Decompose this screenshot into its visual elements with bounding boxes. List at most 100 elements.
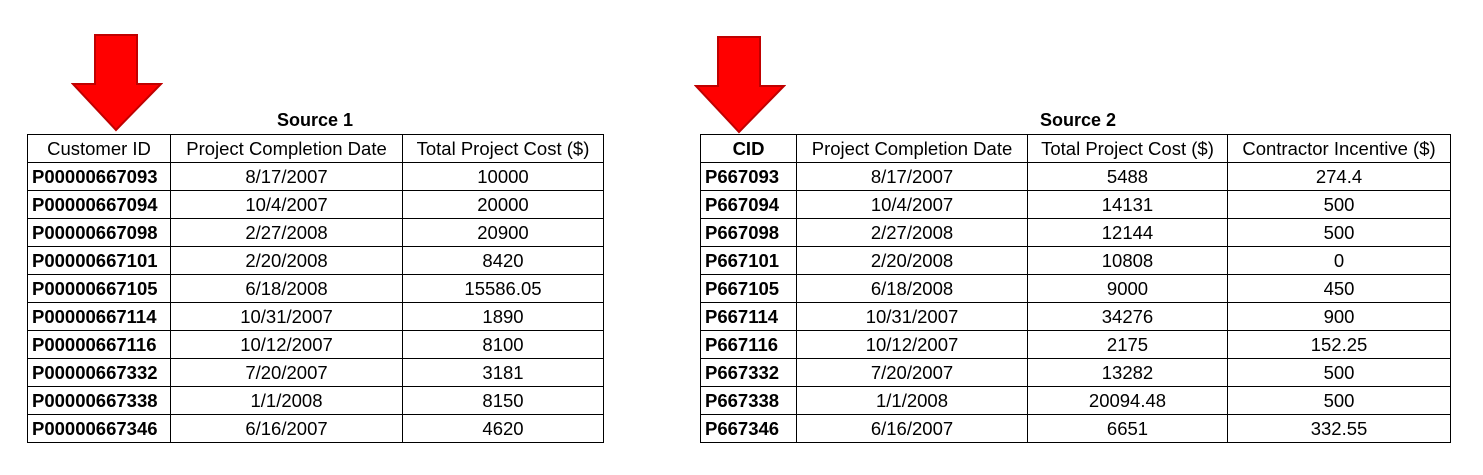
table-row: P667098 2/27/2008 12144 500 (700, 218, 1451, 247)
table-row: P667116 10/12/2007 2175 152.25 (700, 330, 1451, 359)
customer-id-cell: P00000667338 (27, 386, 171, 415)
customer-id-cell: P00000667101 (27, 246, 171, 275)
customer-id-cell: P00000667094 (27, 190, 171, 219)
table-row: P00000667105 6/18/2008 15586.05 (27, 274, 604, 303)
customer-id-cell: P00000667093 (27, 162, 171, 191)
contractor-incentive-cell: 500 (1227, 218, 1451, 247)
completion-date-cell: 6/16/2007 (170, 414, 403, 443)
cid-cell: P667116 (700, 330, 797, 359)
completion-date-cell: 2/27/2008 (796, 218, 1028, 247)
contractor-incentive-cell: 900 (1227, 302, 1451, 331)
completion-date-cell: 10/31/2007 (170, 302, 403, 331)
total-cost-cell: 8100 (402, 330, 604, 359)
completion-date-cell: 6/18/2008 (796, 274, 1028, 303)
total-cost-cell: 34276 (1027, 302, 1228, 331)
table-row: P667338 1/1/2008 20094.48 500 (700, 386, 1451, 415)
completion-date-cell: 10/31/2007 (796, 302, 1028, 331)
table-row: P667346 6/16/2007 6651 332.55 (700, 414, 1451, 443)
customer-id-cell: P00000667116 (27, 330, 171, 359)
column-header-total-cost: Total Project Cost ($) (402, 134, 604, 163)
total-cost-cell: 20900 (402, 218, 604, 247)
table-row: P00000667098 2/27/2008 20900 (27, 218, 604, 247)
customer-id-cell: P00000667098 (27, 218, 171, 247)
completion-date-cell: 7/20/2007 (170, 358, 403, 387)
total-cost-cell: 20094.48 (1027, 386, 1228, 415)
cid-cell: P667105 (700, 274, 797, 303)
total-cost-cell: 9000 (1027, 274, 1228, 303)
table-row: P667101 2/20/2008 10808 0 (700, 246, 1451, 275)
header-row: Customer ID Project Completion Date Tota… (27, 134, 604, 163)
customer-id-cell: P00000667105 (27, 274, 171, 303)
completion-date-cell: 6/16/2007 (796, 414, 1028, 443)
completion-date-cell: 7/20/2007 (796, 358, 1028, 387)
column-header-customer-id: Customer ID (27, 134, 171, 163)
table-row: P667105 6/18/2008 9000 450 (700, 274, 1451, 303)
completion-date-cell: 1/1/2008 (170, 386, 403, 415)
completion-date-cell: 10/12/2007 (796, 330, 1028, 359)
cid-cell: P667114 (700, 302, 797, 331)
total-cost-cell: 13282 (1027, 358, 1228, 387)
header-row: CID Project Completion Date Total Projec… (700, 134, 1451, 163)
red-down-arrow-icon (694, 36, 786, 134)
table-row: P00000667338 1/1/2008 8150 (27, 386, 604, 415)
customer-id-cell: P00000667114 (27, 302, 171, 331)
total-cost-cell: 10808 (1027, 246, 1228, 275)
customer-id-cell: P00000667346 (27, 414, 171, 443)
total-cost-cell: 1890 (402, 302, 604, 331)
total-cost-cell: 5488 (1027, 162, 1228, 191)
total-cost-cell: 6651 (1027, 414, 1228, 443)
total-cost-cell: 2175 (1027, 330, 1228, 359)
completion-date-cell: 1/1/2008 (796, 386, 1028, 415)
contractor-incentive-cell: 500 (1227, 358, 1451, 387)
completion-date-cell: 2/20/2008 (796, 246, 1028, 275)
source-1-title: Source 1 (276, 110, 354, 130)
total-cost-cell: 4620 (402, 414, 604, 443)
column-header-completion-date: Project Completion Date (170, 134, 403, 163)
source-2-table: CID Project Completion Date Total Projec… (700, 134, 1451, 443)
cid-cell: P667094 (700, 190, 797, 219)
source-1-table: Customer ID Project Completion Date Tota… (27, 134, 604, 443)
completion-date-cell: 8/17/2007 (170, 162, 403, 191)
contractor-incentive-cell: 274.4 (1227, 162, 1451, 191)
table-row: P667093 8/17/2007 5488 274.4 (700, 162, 1451, 191)
contractor-incentive-cell: 450 (1227, 274, 1451, 303)
column-header-contractor-incentive: Contractor Incentive ($) (1227, 134, 1451, 163)
total-cost-cell: 3181 (402, 358, 604, 387)
completion-date-cell: 2/20/2008 (170, 246, 403, 275)
contractor-incentive-cell: 500 (1227, 190, 1451, 219)
table-row: P667332 7/20/2007 13282 500 (700, 358, 1451, 387)
customer-id-cell: P00000667332 (27, 358, 171, 387)
total-cost-cell: 14131 (1027, 190, 1228, 219)
column-header-completion-date: Project Completion Date (796, 134, 1028, 163)
completion-date-cell: 6/18/2008 (170, 274, 403, 303)
total-cost-cell: 12144 (1027, 218, 1228, 247)
completion-date-cell: 2/27/2008 (170, 218, 403, 247)
completion-date-cell: 10/4/2007 (170, 190, 403, 219)
table-row: P00000667116 10/12/2007 8100 (27, 330, 604, 359)
table-row: P00000667094 10/4/2007 20000 (27, 190, 604, 219)
table-row: P00000667093 8/17/2007 10000 (27, 162, 604, 191)
column-header-cid: CID (700, 134, 797, 163)
contractor-incentive-cell: 500 (1227, 386, 1451, 415)
cid-cell: P667093 (700, 162, 797, 191)
contractor-incentive-cell: 0 (1227, 246, 1451, 275)
contractor-incentive-cell: 152.25 (1227, 330, 1451, 359)
cid-cell: P667101 (700, 246, 797, 275)
total-cost-cell: 8420 (402, 246, 604, 275)
completion-date-cell: 8/17/2007 (796, 162, 1028, 191)
cid-cell: P667346 (700, 414, 797, 443)
total-cost-cell: 8150 (402, 386, 604, 415)
table-row: P667114 10/31/2007 34276 900 (700, 302, 1451, 331)
table-row: P00000667114 10/31/2007 1890 (27, 302, 604, 331)
table-row: P667094 10/4/2007 14131 500 (700, 190, 1451, 219)
cid-cell: P667338 (700, 386, 797, 415)
contractor-incentive-cell: 332.55 (1227, 414, 1451, 443)
completion-date-cell: 10/4/2007 (796, 190, 1028, 219)
red-down-arrow-icon (71, 34, 163, 132)
total-cost-cell: 20000 (402, 190, 604, 219)
table-row: P00000667101 2/20/2008 8420 (27, 246, 604, 275)
total-cost-cell: 10000 (402, 162, 604, 191)
table-row: P00000667332 7/20/2007 3181 (27, 358, 604, 387)
total-cost-cell: 15586.05 (402, 274, 604, 303)
column-header-total-cost: Total Project Cost ($) (1027, 134, 1228, 163)
